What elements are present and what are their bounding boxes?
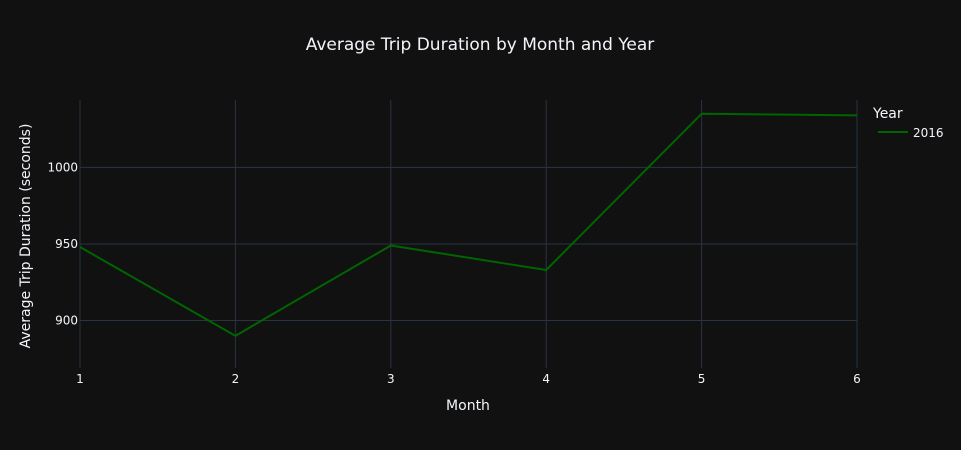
legend[interactable]: Year 2016 (872, 106, 944, 140)
y-tick-label: 900 (55, 314, 78, 328)
x-tick-label: 6 (853, 372, 861, 386)
data-point[interactable] (389, 243, 393, 247)
chart-title: Average Trip Duration by Month and Year (306, 35, 655, 55)
x-tick-label: 4 (542, 372, 550, 386)
series-layer (78, 112, 859, 338)
data-point[interactable] (544, 268, 548, 272)
y-tick-label: 1000 (47, 160, 78, 174)
data-point[interactable] (855, 113, 859, 117)
legend-label-2016[interactable]: 2016 (913, 126, 944, 140)
x-tick-label: 3 (387, 372, 395, 386)
y-tick-labels: 900 950 1000 (47, 160, 78, 327)
legend-title: Year (872, 106, 903, 122)
y-axis-title: Average Trip Duration (seconds) (18, 124, 34, 349)
data-point[interactable] (700, 112, 704, 116)
x-gridlines (79, 100, 858, 368)
x-tick-label: 2 (232, 372, 240, 386)
y-tick-label: 950 (55, 237, 78, 251)
series-line-2016[interactable] (79, 112, 858, 337)
x-tick-label: 5 (698, 372, 706, 386)
x-axis-title: Month (446, 398, 490, 414)
data-point[interactable] (233, 334, 237, 338)
x-tick-labels: 1 2 3 4 5 6 (76, 372, 861, 386)
data-point[interactable] (78, 245, 82, 249)
x-tick-label: 1 (76, 372, 84, 386)
